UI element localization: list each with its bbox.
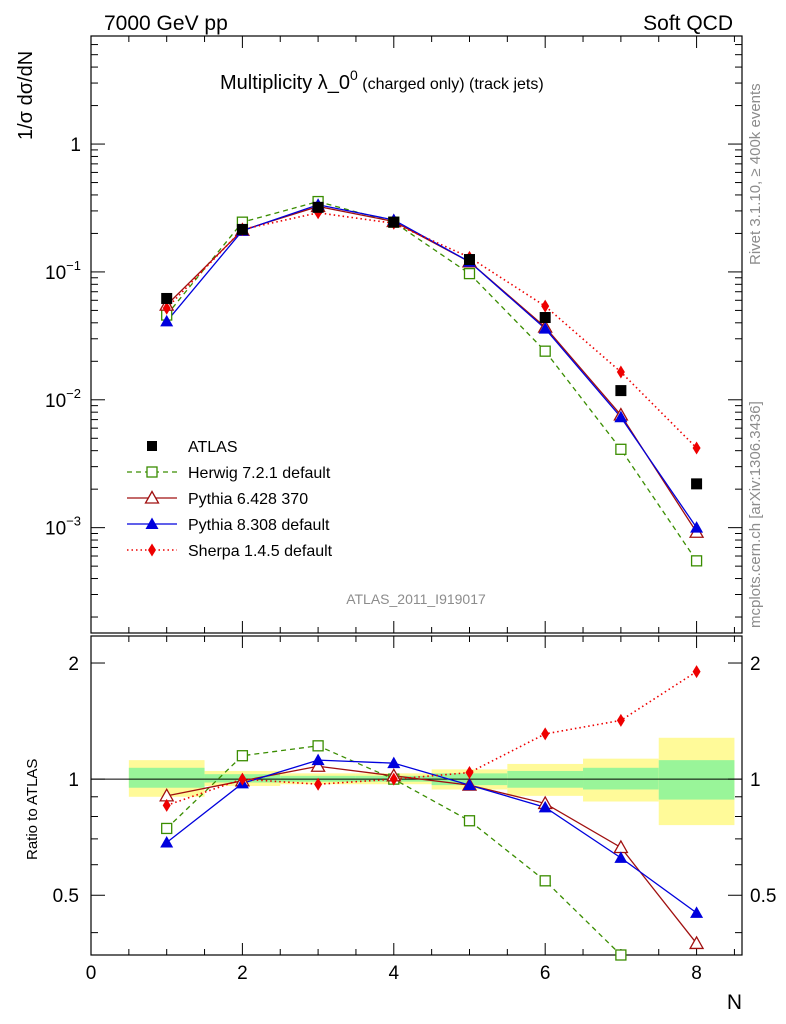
axis-ticks: 0 2 4 6 8 1 10−1 10−2 10−3 0.5 0.5 1 1 2 2: [45, 35, 776, 984]
ratio-point-pythia-8-308-default: [311, 753, 325, 766]
data-point-atlas: [312, 201, 324, 213]
inner-band-8: [658, 760, 735, 800]
chart-title-sup: 0: [350, 67, 358, 83]
ratio-line-pythia-6-428-370: [166, 765, 698, 944]
y-tick-label-ratio-right: 2: [750, 654, 761, 675]
mcplots-label: mcplots.cern.ch [arXiv:1306.3436]: [747, 401, 764, 628]
ratio-point-sherpa-1-4-5-default: [541, 727, 550, 741]
y-tick-label-main: 10−1: [45, 258, 81, 284]
ratio-point-herwig-7-2-1-default: [161, 822, 173, 835]
ratio-y-axis-label: Ratio to ATLAS: [24, 759, 41, 860]
y-tick-label-ratio-left: 0.5: [53, 886, 79, 907]
ratio-point-pythia-6-428-370: [310, 758, 326, 772]
series-line-herwig-7-2-1-default: [166, 200, 698, 562]
chart-title-sub: (charged only) (track jets): [358, 76, 544, 93]
ratio-point-pythia-8-308-default: [160, 836, 174, 848]
y-tick-label-ratio-left: 2: [68, 654, 79, 675]
ratio-point-pythia-8-308-default: [538, 800, 552, 813]
ratio-point-sherpa-1-4-5-default: [465, 766, 474, 780]
y-axis-label: 1/σ dσ/dN: [15, 51, 37, 140]
series-line-sherpa-1-4-5-default: [166, 211, 698, 449]
data-point-atlas: [615, 385, 627, 397]
ratio-point-herwig-7-2-1-default: [236, 750, 249, 762]
legend-label-sherpa: Sherpa 1.4.5 default: [188, 543, 333, 560]
ratio-panel-series: [159, 665, 705, 961]
ratio-point-sherpa-1-4-5-default: [389, 772, 398, 786]
legend: ATLAS Herwig 7.2.1 default Pythia 6.428 …: [127, 439, 333, 560]
y-tick-label-ratio-right: 1: [750, 770, 761, 791]
category-label: Soft QCD: [643, 12, 733, 35]
series-point-pythia-8-308-default: [614, 410, 628, 423]
inner-band-1: [128, 767, 205, 788]
series-point-herwig-7-2-1-default: [539, 345, 551, 357]
ratio-point-pythia-8-308-default: [690, 906, 704, 918]
data-point-atlas: [691, 478, 703, 490]
ratio-point-pythia-8-308-default: [462, 778, 476, 791]
main-panel-frame: [90, 35, 743, 634]
series-point-herwig-7-2-1-default: [690, 555, 703, 567]
chart-title-main: Multiplicity λ_0: [220, 72, 350, 94]
legend-marker-sherpa: [148, 543, 156, 557]
series-point-pythia-8-308-default: [538, 322, 552, 334]
ratio-point-herwig-7-2-1-default: [312, 740, 324, 752]
ratio-panel-frame: [90, 635, 743, 956]
energy-label: 7000 GeV pp: [104, 12, 228, 35]
ratio-point-sherpa-1-4-5-default: [616, 713, 625, 727]
main-panel-series: [159, 195, 705, 567]
y-tick-label-ratio-left: 1: [68, 770, 79, 791]
ratio-point-sherpa-1-4-5-default: [314, 777, 323, 791]
series-point-sherpa-1-4-5-default: [162, 301, 171, 315]
ratio-point-pythia-6-428-370: [613, 839, 629, 854]
legend-label-pythia8: Pythia 8.308 default: [188, 517, 330, 534]
series-point-sherpa-1-4-5-default: [616, 365, 625, 379]
ratio-point-sherpa-1-4-5-default: [238, 772, 247, 786]
y-tick-label-main: 10−2: [45, 386, 81, 412]
ratio-point-pythia-8-308-default: [387, 756, 401, 769]
series-point-pythia-8-308-default: [160, 314, 174, 327]
series-point-pythia-8-308-default: [690, 521, 704, 533]
data-point-atlas: [236, 223, 248, 235]
series-point-herwig-7-2-1-default: [615, 443, 627, 455]
x-axis-label: N: [727, 991, 742, 1014]
x-tick-label: 6: [540, 963, 551, 984]
ratio-point-herwig-7-2-1-default: [463, 815, 476, 827]
x-tick-label: 8: [691, 963, 702, 984]
data-point-atlas: [539, 312, 551, 324]
analysis-id: ATLAS_2011_I919017: [346, 591, 486, 607]
data-point-atlas: [388, 216, 400, 228]
legend-label-pythia6: Pythia 6.428 370: [188, 491, 308, 508]
legend-label-atlas: ATLAS: [188, 439, 238, 456]
data-point-atlas: [463, 254, 475, 266]
ratio-point-pythia-6-428-370: [688, 935, 705, 950]
x-tick-label: 0: [86, 963, 97, 984]
ratio-point-herwig-7-2-1-default: [615, 949, 627, 961]
ratio-point-sherpa-1-4-5-default: [692, 665, 701, 679]
ratio-line-pythia-8-308-default: [166, 759, 697, 914]
legend-label-herwig: Herwig 7.2.1 default: [188, 465, 331, 482]
ratio-line-herwig-7-2-1-default: [166, 745, 622, 955]
legend-marker-pythia6: [144, 490, 160, 504]
legend-marker-atlas: [147, 441, 157, 451]
ratio-point-pythia-8-308-default: [614, 851, 628, 863]
series-point-herwig-7-2-1-default: [463, 267, 476, 280]
series-point-sherpa-1-4-5-default: [692, 441, 701, 455]
y-tick-label-main: 1: [70, 135, 81, 156]
x-tick-label: 2: [237, 963, 248, 984]
y-tick-label-main: 10−3: [45, 514, 81, 540]
data-point-atlas: [161, 292, 173, 304]
series-point-sherpa-1-4-5-default: [541, 299, 550, 313]
x-tick-label: 4: [389, 963, 400, 984]
legend-marker-herwig: [146, 466, 158, 478]
rivet-label: Rivet 3.1.10, ≥ 400k events: [747, 83, 764, 265]
ratio-point-herwig-7-2-1-default: [539, 875, 551, 887]
y-tick-label-ratio-right: 0.5: [750, 886, 776, 907]
ratio-uncertainty-bands: [128, 737, 735, 826]
legend-marker-pythia8: [145, 517, 159, 529]
ratio-point-sherpa-1-4-5-default: [162, 798, 171, 812]
chart-title: Multiplicity λ_00 (charged only) (track …: [220, 67, 544, 94]
